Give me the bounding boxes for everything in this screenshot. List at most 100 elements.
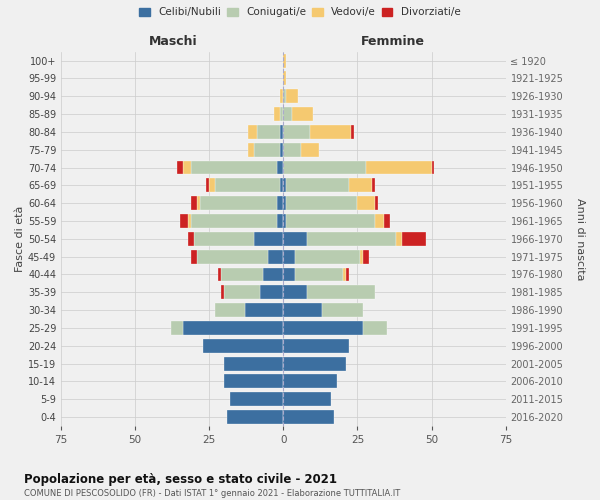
Bar — [292, 107, 313, 121]
Bar — [283, 268, 295, 281]
Bar — [361, 250, 364, 264]
Bar — [170, 321, 182, 335]
Bar — [283, 125, 310, 139]
Bar — [375, 196, 378, 210]
Bar — [307, 232, 396, 246]
Bar — [402, 232, 425, 246]
Bar — [221, 286, 224, 299]
Bar — [224, 356, 283, 370]
Bar — [248, 125, 257, 139]
Bar — [188, 232, 194, 246]
Bar — [182, 321, 283, 335]
Bar — [260, 286, 283, 299]
Bar — [346, 268, 349, 281]
Bar — [280, 125, 283, 139]
Legend: Celibi/Nubili, Coniugati/e, Vedovi/e, Divorziati/e: Celibi/Nubili, Coniugati/e, Vedovi/e, Di… — [137, 5, 463, 20]
Bar — [283, 178, 286, 192]
Bar — [176, 160, 182, 174]
Bar — [224, 286, 260, 299]
Bar — [286, 178, 349, 192]
Bar — [191, 214, 277, 228]
Bar — [230, 392, 283, 406]
Bar — [349, 178, 372, 192]
Bar — [215, 178, 280, 192]
Bar — [227, 410, 283, 424]
Bar — [248, 142, 254, 156]
Bar — [277, 196, 283, 210]
Bar — [286, 214, 375, 228]
Bar — [206, 178, 209, 192]
Bar — [191, 160, 277, 174]
Text: Maschi: Maschi — [149, 35, 198, 48]
Bar — [257, 125, 280, 139]
Bar — [197, 250, 268, 264]
Bar — [215, 303, 245, 317]
Bar — [280, 90, 283, 103]
Bar — [375, 214, 384, 228]
Bar — [283, 356, 346, 370]
Bar — [283, 107, 292, 121]
Bar — [280, 178, 283, 192]
Bar — [283, 54, 286, 68]
Bar — [372, 178, 375, 192]
Bar — [218, 268, 221, 281]
Bar — [283, 232, 307, 246]
Bar — [431, 160, 434, 174]
Bar — [280, 142, 283, 156]
Bar — [203, 339, 283, 352]
Bar — [263, 268, 283, 281]
Bar — [366, 160, 431, 174]
Y-axis label: Anni di nascita: Anni di nascita — [575, 198, 585, 280]
Bar — [283, 90, 286, 103]
Bar — [295, 250, 361, 264]
Bar — [191, 196, 197, 210]
Bar — [274, 107, 280, 121]
Bar — [245, 303, 283, 317]
Bar — [283, 303, 322, 317]
Bar — [283, 160, 366, 174]
Text: Femmine: Femmine — [361, 35, 425, 48]
Bar — [286, 196, 358, 210]
Bar — [200, 196, 277, 210]
Bar — [283, 321, 364, 335]
Bar — [277, 214, 283, 228]
Bar — [307, 286, 375, 299]
Bar — [283, 374, 337, 388]
Bar — [277, 160, 283, 174]
Bar — [283, 250, 295, 264]
Bar — [209, 178, 215, 192]
Bar — [283, 339, 349, 352]
Bar — [224, 374, 283, 388]
Bar — [254, 142, 280, 156]
Bar — [301, 142, 319, 156]
Bar — [283, 214, 286, 228]
Bar — [254, 232, 283, 246]
Bar — [194, 232, 254, 246]
Bar — [283, 286, 307, 299]
Bar — [280, 107, 283, 121]
Bar — [197, 196, 200, 210]
Bar — [358, 196, 375, 210]
Bar — [283, 410, 334, 424]
Bar — [352, 125, 355, 139]
Bar — [221, 268, 263, 281]
Bar — [191, 250, 197, 264]
Bar — [384, 214, 390, 228]
Bar — [283, 392, 331, 406]
Text: Popolazione per età, sesso e stato civile - 2021: Popolazione per età, sesso e stato civil… — [24, 472, 337, 486]
Bar — [188, 214, 191, 228]
Y-axis label: Fasce di età: Fasce di età — [15, 206, 25, 272]
Bar — [396, 232, 402, 246]
Bar — [295, 268, 343, 281]
Bar — [310, 125, 352, 139]
Bar — [182, 160, 191, 174]
Bar — [343, 268, 346, 281]
Bar — [283, 72, 286, 86]
Bar — [283, 142, 301, 156]
Bar — [364, 250, 369, 264]
Bar — [268, 250, 283, 264]
Bar — [364, 321, 387, 335]
Bar — [283, 196, 286, 210]
Bar — [179, 214, 188, 228]
Bar — [286, 90, 298, 103]
